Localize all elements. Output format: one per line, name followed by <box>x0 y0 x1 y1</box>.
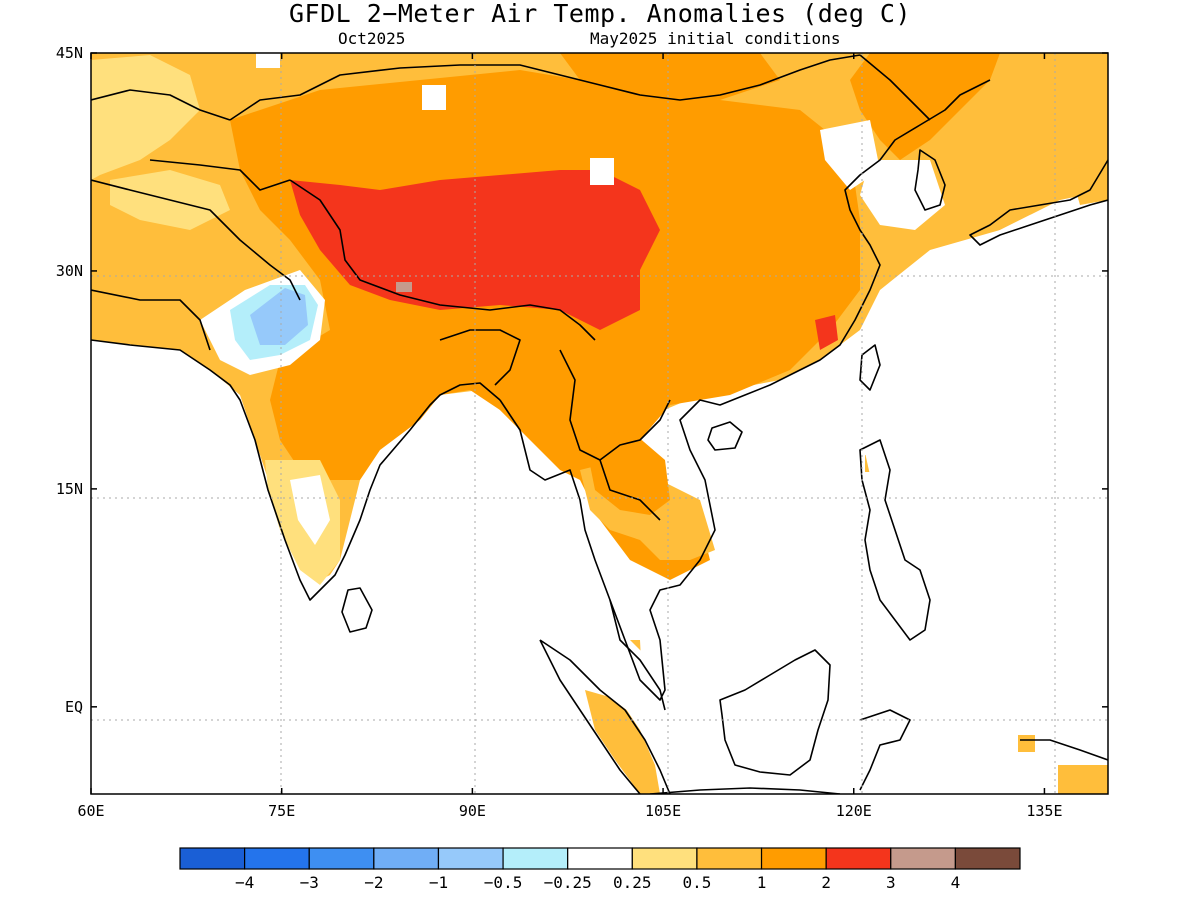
graticule <box>91 53 1108 794</box>
anomaly-region-northwest-light <box>91 55 200 180</box>
ocean-mask-korea <box>860 160 945 230</box>
lon-tick-label: 60E <box>77 802 104 820</box>
border-pakistan <box>91 289 211 351</box>
lat-tick-label: 30N <box>56 262 83 280</box>
coastline-sri-lanka <box>341 587 373 633</box>
lon-tick-label: 90E <box>459 802 486 820</box>
border-china-north <box>229 54 861 121</box>
border-china-east <box>859 54 931 121</box>
coastline-philippines <box>859 439 931 641</box>
colorbar-label: 3 <box>886 873 896 892</box>
coastline-india <box>91 339 501 601</box>
lon-tick-label: 120E <box>836 802 872 820</box>
anomaly-field <box>91 53 1108 794</box>
anomaly-region-northeast-orange <box>850 53 1000 160</box>
colorbar-label: 4 <box>951 873 961 892</box>
colorbar-swatch <box>825 847 892 870</box>
border-bangladesh <box>439 329 521 386</box>
colorbar: −4 −3 −2 −1 −0.5 −0.25 0.25 0.5 1 2 3 4 <box>179 847 1021 892</box>
lat-tick-label: 45N <box>56 44 83 62</box>
anomaly-region-india-lightblue <box>250 288 308 345</box>
forecast-month: Oct2025 <box>338 29 406 48</box>
anomaly-region-gap-b <box>590 158 614 185</box>
ocean-mask <box>320 205 1108 794</box>
coastlines <box>91 54 1108 794</box>
colorbar-label: 2 <box>821 873 831 892</box>
anomaly-region-gap-korea <box>820 120 880 190</box>
lat-tick-label: 15N <box>56 480 83 498</box>
anomaly-region-gap-a <box>422 85 446 110</box>
colorbar-label: −0.5 <box>484 873 523 892</box>
anomaly-region-south-india-white <box>290 475 330 545</box>
coastline-korea <box>914 149 946 211</box>
colorbar-swatch <box>244 847 310 870</box>
colorbar-swatch <box>760 847 827 870</box>
coastline-burma-thai <box>499 79 991 701</box>
colorbar-label: 0.25 <box>613 873 652 892</box>
anomaly-region-indochina-orange <box>585 430 670 515</box>
colorbar-label: 1 <box>757 873 767 892</box>
colorbar-swatch <box>631 847 698 870</box>
anomaly-region-gap-d <box>396 282 412 292</box>
lat-tick-label: EQ <box>65 698 83 716</box>
anomaly-region-halmahera <box>1018 735 1035 752</box>
coastline-japan <box>969 159 1108 246</box>
lon-tick-label: 135E <box>1026 802 1062 820</box>
axis-layer: 60E 75E 90E 105E 120E 135E 45N 30N 15N EQ <box>56 44 1108 820</box>
lon-tick-label: 75E <box>268 802 295 820</box>
colorbar-label: −2 <box>364 873 383 892</box>
anomaly-region-japan-orange <box>1070 160 1108 205</box>
coastline-sulawesi <box>859 709 911 791</box>
border-indochina <box>559 349 671 521</box>
map-frame <box>90 52 1109 795</box>
initial-conditions-label: May2025 initial conditions <box>590 29 841 48</box>
colorbar-swatch <box>502 847 569 870</box>
coastline-hainan <box>707 421 743 451</box>
border-central-asia <box>91 89 301 301</box>
lon-tick-label: 105E <box>645 802 681 820</box>
colorbar-swatch <box>567 847 633 870</box>
colorbar-swatch <box>437 847 504 870</box>
coastline-new-guinea <box>1020 739 1108 761</box>
colorbar-swatch <box>890 847 956 870</box>
border-himalaya <box>289 179 596 341</box>
coastline-taiwan <box>859 344 881 391</box>
colorbar-swatch <box>373 847 440 870</box>
colorbar-swatch <box>954 847 1021 870</box>
anomaly-region-sumatra <box>585 690 660 794</box>
colorbar-label: 0.5 <box>682 873 711 892</box>
colorbar-swatch <box>179 847 246 870</box>
colorbar-label: −3 <box>300 873 319 892</box>
colorbar-swatch <box>308 847 375 870</box>
anomaly-region-taiwan-red <box>815 315 838 350</box>
coastline-borneo <box>719 649 831 776</box>
coastline-java <box>649 787 841 794</box>
anomaly-region-tibet-red <box>290 170 660 330</box>
colorbar-label: −1 <box>429 873 448 892</box>
anomaly-region-new-guinea <box>1058 765 1108 794</box>
coastline-malaya <box>609 599 666 711</box>
anomaly-region-gap-c <box>256 53 280 68</box>
colorbar-label: −4 <box>235 873 254 892</box>
colorbar-label: −0.25 <box>544 873 592 892</box>
map-title: GFDL 2−Meter Air Temp. Anomalies (deg C) <box>288 0 912 28</box>
coastline-sumatra <box>539 639 671 794</box>
colorbar-swatch <box>696 847 763 870</box>
